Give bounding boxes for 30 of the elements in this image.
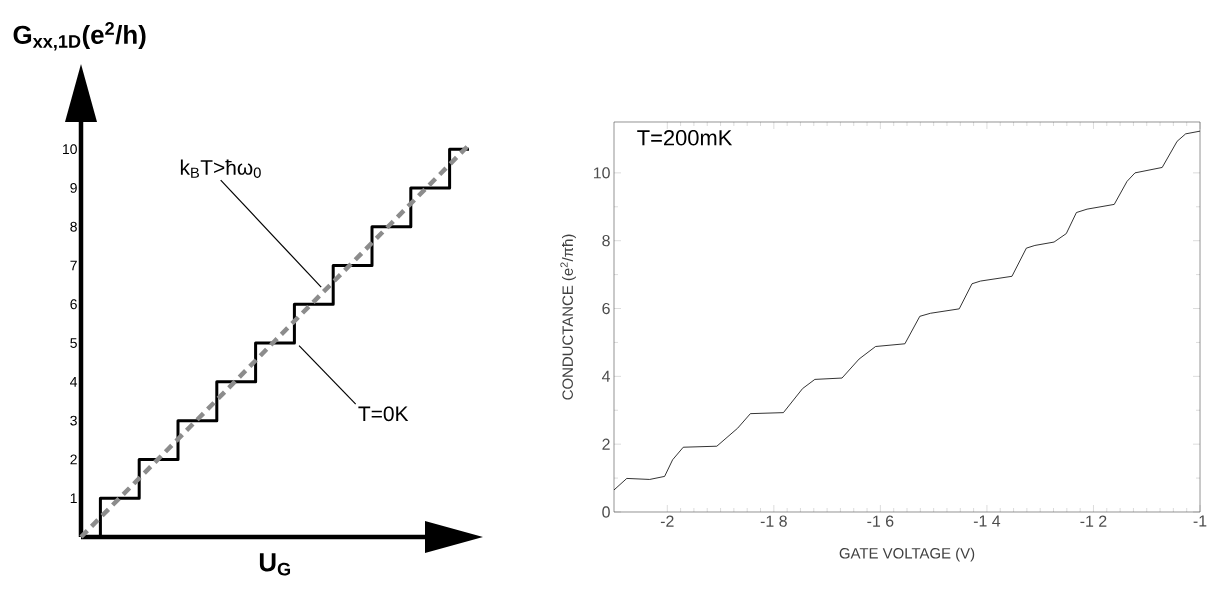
y-tick-label: 6 bbox=[70, 299, 77, 310]
x-tick-label: -1 2 bbox=[1080, 515, 1107, 527]
annotation: T=0K bbox=[358, 406, 409, 422]
annotation: k$_{B}$T>ħω$_{0}$ bbox=[180, 159, 261, 178]
x-axis-title: GATE VOLTAGE (V) bbox=[839, 547, 975, 562]
line-series bbox=[613, 130, 1201, 491]
y-tick-label: 2 bbox=[602, 438, 610, 450]
y-tick-label: 1 bbox=[70, 493, 77, 504]
y-tick-label: 4 bbox=[70, 377, 78, 387]
y-tick-label: 7 bbox=[70, 260, 77, 271]
x-tick-label: -1 6 bbox=[867, 515, 894, 527]
y-tick-label: 3 bbox=[70, 415, 77, 426]
y-tick-label: 8 bbox=[70, 221, 77, 232]
x-tick-label: -2 bbox=[660, 515, 674, 527]
y-tick-label: 2 bbox=[70, 454, 77, 465]
y-axis-title: G$_{xx,1D}$(e$^{2}$/h) bbox=[13, 22, 146, 51]
y-tick-label: 8 bbox=[602, 235, 610, 247]
y-tick-label: 10 bbox=[63, 144, 77, 155]
y-axis-title: CONDUCTANCE (e$^{2}$/πħ) bbox=[560, 234, 576, 400]
annotation: T=200mK bbox=[637, 130, 733, 146]
y-tick-label: 5 bbox=[70, 338, 77, 348]
x-tick-label: -1 4 bbox=[973, 515, 1001, 527]
y-tick-label: 4 bbox=[601, 370, 611, 382]
y-tick-label: 0 bbox=[602, 506, 610, 518]
x-tick-label: -1 8 bbox=[760, 515, 787, 527]
y-tick-label: 6 bbox=[602, 302, 610, 315]
x-tick-label: -1 bbox=[1193, 515, 1207, 527]
x-axis-title: U$_{G}$ bbox=[259, 553, 291, 576]
y-tick-label: 9 bbox=[70, 182, 77, 193]
y-tick-label: 10 bbox=[593, 167, 610, 179]
